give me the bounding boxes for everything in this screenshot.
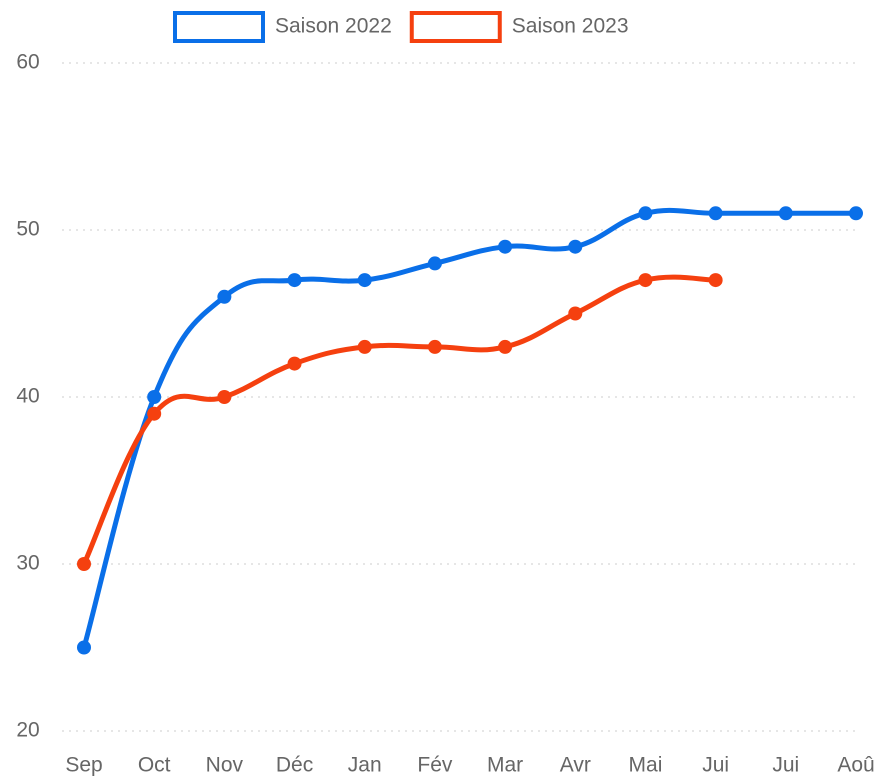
legend-swatch [409,11,502,43]
x-tick-label: Aoû [837,754,874,777]
point [287,273,302,288]
x-tick-label: Mar [487,754,523,777]
series-line [81,207,856,649]
legend-swatch [173,11,265,43]
x-tick-label: Déc [276,754,313,777]
point [708,273,723,288]
point [427,339,442,354]
point [638,206,653,221]
point [217,289,232,304]
y-tick-label: 30 [16,552,39,575]
point [498,339,513,354]
point [217,390,232,404]
point [849,206,863,221]
x-tick-label: Mai [629,754,663,777]
legend-label: Saison 2022 [275,15,392,38]
legend-label: Saison 2023 [512,15,629,38]
point [638,273,653,288]
point [287,356,302,371]
point [147,406,162,421]
y-tick-label: 40 [16,385,39,408]
point [498,239,513,254]
point [357,339,372,354]
x-tick-label: Jui [702,754,729,777]
series-line [81,274,716,566]
x-tick-label: Nov [206,754,244,777]
x-tick-label: Fév [417,754,453,777]
x-tick-label: Jan [348,754,382,777]
y-tick-label: 20 [16,719,39,742]
point [77,640,91,655]
point [568,239,583,254]
point [77,557,91,571]
point [708,206,723,221]
y-tick-label: 50 [16,218,39,241]
x-tick-label: Avr [560,754,591,777]
x-tick-label: Jui [772,754,799,777]
y-tick-label: 60 [16,51,39,74]
point [778,206,793,221]
x-tick-label: Sep [65,754,102,777]
point [427,256,442,271]
point [357,273,372,288]
point [568,306,583,321]
x-tick-label: Oct [138,754,171,777]
point [147,390,162,404]
